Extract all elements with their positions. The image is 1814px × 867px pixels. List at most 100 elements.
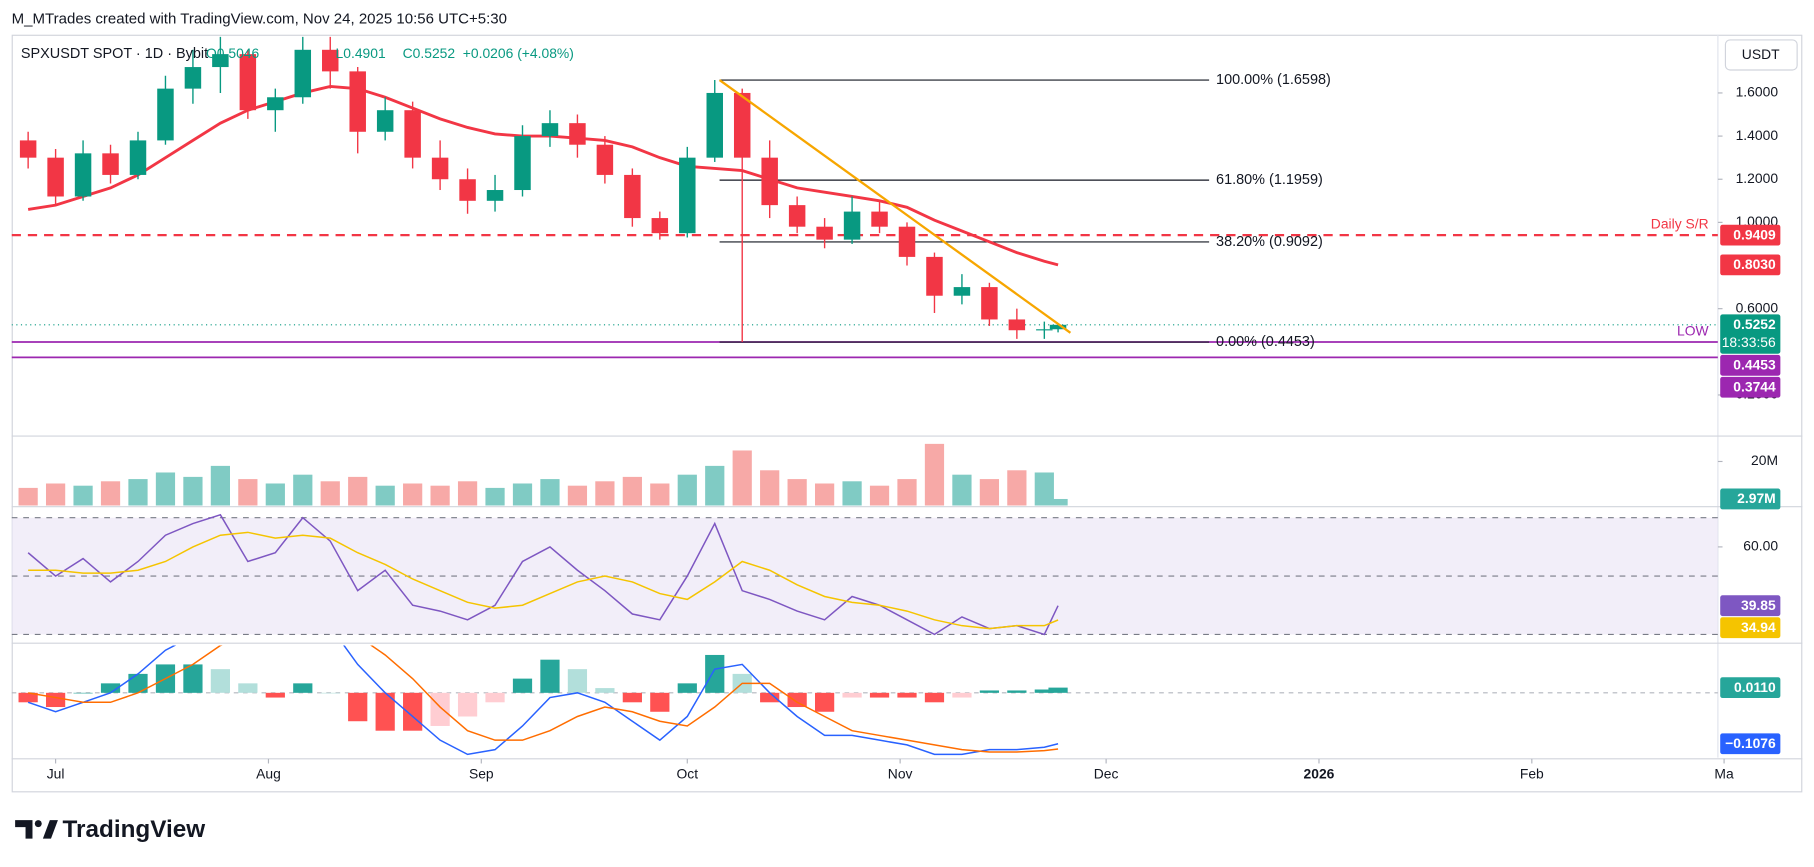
price-badge	[1720, 224, 1781, 246]
candle-body	[761, 157, 778, 206]
volume-bar	[238, 479, 258, 506]
macd-histogram-bar	[320, 692, 340, 694]
y-tick-label: 1.2000	[1736, 170, 1779, 186]
currency-button[interactable]	[1724, 39, 1798, 71]
price-badge-label: 0.8030	[1733, 256, 1776, 272]
price-badge-label: 34.94	[1741, 619, 1776, 635]
candle-body	[898, 226, 916, 257]
macd-histogram-bar	[814, 692, 835, 712]
fib-label: 100.00% (1.6598)	[1216, 72, 1331, 88]
logo-text: TradingView	[63, 816, 206, 843]
y-tick-label: 0.6000	[1736, 299, 1779, 315]
macd-histogram-bar	[238, 683, 258, 693]
x-tick-label: Sep	[469, 766, 494, 782]
macd-histogram-bar	[375, 692, 395, 731]
volume-bar	[650, 483, 670, 506]
candle-body	[1036, 329, 1053, 331]
candle-body	[514, 136, 531, 191]
x-tick-label: Feb	[1520, 766, 1544, 782]
candle-body	[19, 140, 37, 158]
volume-bar	[183, 476, 203, 506]
candle-body	[596, 144, 614, 175]
level-label: LOW	[1677, 322, 1710, 338]
macd-histogram-bar	[457, 692, 478, 717]
candle-body	[459, 179, 476, 201]
volume-bar	[1048, 498, 1068, 506]
candle-body	[541, 123, 559, 137]
candle-body	[953, 287, 971, 296]
macd-histogram-bar	[595, 688, 615, 693]
volume-bar	[320, 481, 340, 506]
volume-bar	[128, 479, 148, 506]
macd-histogram-bar	[787, 692, 807, 708]
ohlc-low: L0.4901	[336, 45, 386, 61]
candle-body	[239, 54, 257, 111]
candle-body	[1049, 324, 1067, 330]
price-badge-label: −0.1076	[1725, 735, 1776, 751]
countdown: 18:33:56	[1722, 334, 1776, 350]
volume-bar	[430, 485, 450, 506]
macd-line	[28, 645, 1059, 753]
macd-histogram-bar	[622, 692, 642, 703]
x-tick-label: Dec	[1094, 766, 1119, 782]
macd-histogram-bar	[979, 690, 1000, 693]
volume-bar	[100, 481, 121, 506]
currency[interactable]: USDT	[1742, 46, 1780, 62]
candle-body	[47, 157, 64, 197]
macd-histogram-bar	[677, 683, 697, 693]
volume-bar	[897, 479, 917, 506]
candle-body	[788, 205, 806, 227]
candle-body	[981, 287, 998, 320]
candle-body	[157, 88, 174, 141]
volume-bar	[842, 481, 862, 506]
volume-bar	[45, 483, 66, 506]
volume-bar	[952, 474, 972, 506]
macd-histogram-bar	[540, 659, 560, 693]
ohlc-open: O0.5046	[206, 45, 260, 61]
price-badge-label: 0.9409	[1733, 226, 1776, 242]
price-badge	[1720, 314, 1781, 354]
volume-bar	[924, 443, 945, 506]
volume-bar	[375, 485, 395, 506]
volume-bar	[18, 487, 38, 506]
macd-histogram-bar	[897, 692, 917, 698]
price-badge-label: 39.85	[1741, 597, 1776, 613]
volume-bar	[265, 483, 285, 506]
macd-histogram-bar	[265, 692, 285, 698]
candle-body	[212, 54, 229, 68]
volume-bar	[567, 485, 588, 506]
macd-histogram-bar	[1034, 689, 1054, 693]
macd-histogram-bar	[842, 692, 862, 698]
volume-bar	[814, 483, 835, 506]
volume-bar	[210, 465, 231, 506]
candle-body	[102, 153, 119, 175]
volume-bar	[457, 481, 478, 506]
volume-bar	[73, 485, 93, 506]
volume-bar	[540, 479, 560, 506]
candle-body	[1008, 319, 1026, 331]
volume-bar	[348, 476, 368, 506]
volume-bar	[622, 476, 642, 506]
macd-histogram-bar	[1007, 690, 1027, 693]
volume-bar	[705, 465, 725, 506]
volume-bar	[403, 483, 423, 506]
candle-body	[651, 218, 669, 234]
volume-bar	[677, 474, 697, 506]
price-badge-label: 0.4453	[1733, 357, 1776, 373]
y-tick-label: 1.4000	[1736, 127, 1779, 143]
volume-bar	[155, 472, 176, 506]
price-badge	[1720, 354, 1781, 376]
price-badge	[1720, 733, 1781, 755]
rsi-line	[28, 531, 1059, 630]
macd-histogram-bar	[100, 683, 121, 693]
macd-histogram-bar	[924, 692, 945, 703]
x-tick-label: Oct	[676, 766, 698, 782]
x-tick-label: Aug	[256, 766, 281, 782]
chart-frame	[11, 34, 1803, 793]
candle-body	[322, 49, 339, 72]
price-badge	[1720, 617, 1781, 639]
rsi-band	[11, 517, 1718, 635]
price-badge	[1720, 677, 1781, 699]
